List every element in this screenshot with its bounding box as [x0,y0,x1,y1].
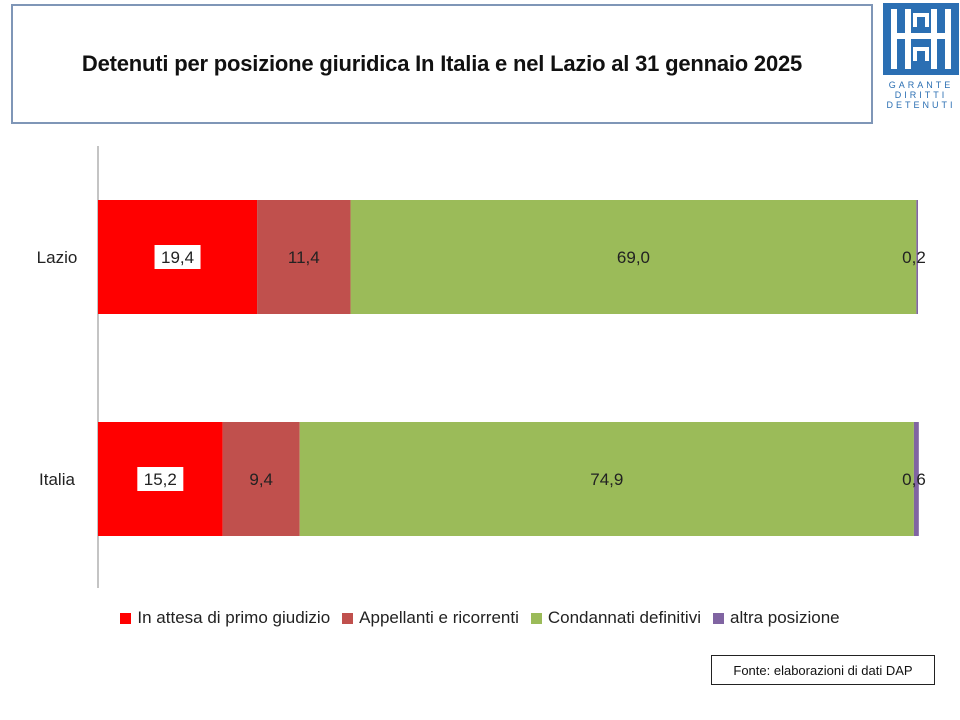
source-note-text: Fonte: elaborazioni di dati DAP [733,662,913,678]
data-label-italia-series-2: 74,9 [590,470,623,489]
logo: GARANTE DIRITTI DETENUTI [883,3,959,111]
data-label-bg-italia-series-0 [137,467,184,491]
legend-swatch-1 [342,612,354,624]
legend-label-0: In attesa di primo giudizio [137,608,331,627]
stacked-bar-chart: Lazio 19,4 11,4 69,0 0,2 Italia 15,2 9,4 74,9 0,6 [37,146,926,588]
legend-swatch-2 [530,612,542,624]
garante-logo-icon [883,3,959,75]
legend-item-3: altra posizione [712,608,840,628]
category-label-lazio: Lazio [37,248,78,267]
logo-text-diritti: DIRITTI [894,90,948,100]
bar-italia-series-2 [299,422,914,536]
data-label-lazio-series-3: 0,2 [902,248,926,267]
bar-lazio-series-2 [350,200,917,314]
legend-swatch-3 [712,612,724,624]
title-box: Detenuti per posizione giuridica In Ital… [11,4,873,124]
data-label-italia-series-0: 15,2 [144,470,177,489]
chart-legend: In attesa di primo giudizio Appellanti e … [0,608,960,628]
logo-text-detenuti: DETENUTI [886,100,956,110]
bar-lazio-series-3 [916,200,918,314]
bar-italia-series-1 [222,422,300,536]
legend-item-0: In attesa di primo giudizio [120,608,330,628]
chart-title: Detenuti per posizione giuridica In Ital… [81,51,803,76]
logo-text-garante: GARANTE [888,80,954,90]
data-label-lazio-series-0: 19,4 [161,248,194,267]
data-label-bg-lazio-series-0 [154,245,201,269]
legend-item-2: Condannati definitivi [530,608,701,628]
bar-italia-series-3 [913,422,919,536]
source-note: Fonte: elaborazioni di dati DAP [711,655,935,685]
legend-label-3: altra posizione [729,608,840,627]
legend-label-1: Appellanti e ricorrenti [359,608,519,627]
bar-lazio-series-1 [257,200,351,314]
category-label-italia: Italia [39,470,75,489]
legend-swatch-0 [120,612,132,624]
data-label-lazio-series-2: 69,0 [617,248,650,267]
legend-item-1: Appellanti e ricorrenti [342,608,519,628]
data-label-italia-series-3: 0,6 [902,470,926,489]
legend-label-2: Condannati definitivi [547,608,701,627]
data-label-lazio-series-1: 11,4 [288,248,320,267]
data-label-italia-series-1: 9,4 [249,470,273,489]
